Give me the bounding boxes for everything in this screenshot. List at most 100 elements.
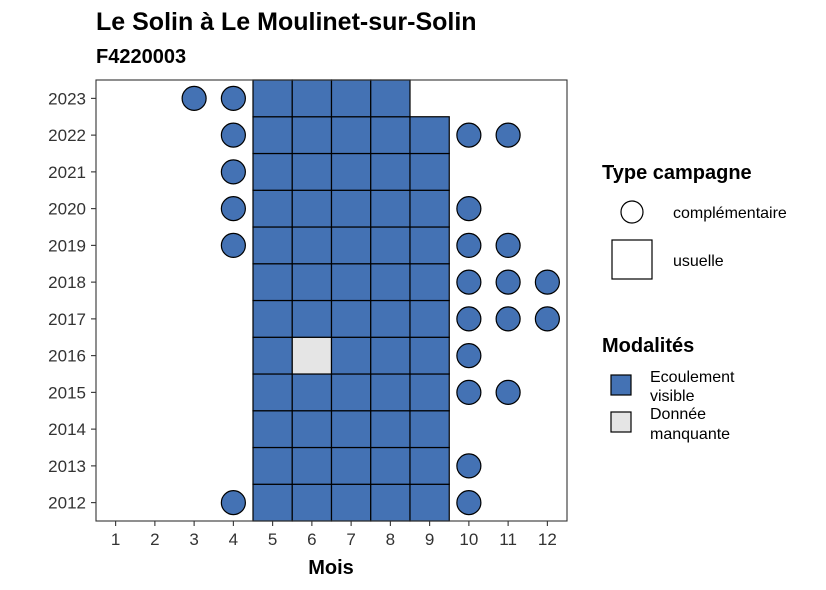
plot-marks xyxy=(181,79,560,522)
cell-usuelle-2015-8 xyxy=(370,373,411,412)
cell-usuelle-2023-8 xyxy=(370,79,411,118)
legend-type: Type campagne complémentaire usuelle xyxy=(602,162,787,280)
cell-usuelle-2020-7 xyxy=(330,189,372,228)
y-tick-label: 2021 xyxy=(48,163,86,182)
point-complementaire-2020-10 xyxy=(456,196,482,222)
cell-usuelle-2017-6 xyxy=(291,299,333,338)
x-tick-label: 8 xyxy=(386,530,395,549)
x-tick-label: 2 xyxy=(150,530,159,549)
cell-usuelle-2019-8 xyxy=(370,226,411,265)
cell-usuelle-2023-5 xyxy=(252,79,293,118)
cell-usuelle-2015-7 xyxy=(330,373,372,412)
cell-usuelle-2021-7 xyxy=(330,152,372,191)
legend-modalites-title: Modalités xyxy=(602,335,694,357)
point-complementaire-2018-11 xyxy=(495,269,521,295)
point-complementaire-2017-10 xyxy=(456,306,482,332)
x-tick-label: 5 xyxy=(268,530,277,549)
legend-type-label-complementaire: complémentaire xyxy=(673,205,787,222)
cell-usuelle-2018-8 xyxy=(370,263,411,302)
y-tick-label: 2023 xyxy=(48,89,86,108)
cell-usuelle-2016-5 xyxy=(252,336,293,375)
cell-usuelle-2016-8 xyxy=(370,336,411,375)
legend-label-manquante-2: manquante xyxy=(650,426,730,443)
cell-usuelle-2013-6 xyxy=(291,446,333,485)
point-complementaire-2023-4 xyxy=(220,85,246,111)
cell-usuelle-2021-5 xyxy=(252,152,293,191)
x-tick-label: 1 xyxy=(111,530,120,549)
cell-usuelle-2019-7 xyxy=(330,226,372,265)
cell-usuelle-2012-9 xyxy=(409,483,450,522)
cell-usuelle-2018-9 xyxy=(409,263,450,302)
plot-border xyxy=(95,79,568,522)
cell-usuelle-2015-6 xyxy=(291,373,333,412)
cell-usuelle-2019-6 xyxy=(291,226,333,265)
cell-usuelle-2013-7 xyxy=(330,446,372,485)
cell-usuelle-2012-6 xyxy=(291,483,333,522)
legend-modalites: Modalités Ecoulement visible Donnée manq… xyxy=(602,335,735,443)
cell-usuelle-2023-6 xyxy=(291,79,333,118)
cell-usuelle-2022-6 xyxy=(291,116,333,155)
cell-usuelle-2014-9 xyxy=(409,410,450,449)
cell-usuelle-2012-8 xyxy=(370,483,411,522)
cell-usuelle-2019-9 xyxy=(409,226,450,265)
cell-usuelle-2016-9 xyxy=(409,336,450,375)
x-tick-label: 7 xyxy=(346,530,355,549)
cell-usuelle-2015-9 xyxy=(409,373,450,412)
cell-usuelle-2013-5 xyxy=(252,446,293,485)
y-tick-label: 2019 xyxy=(48,236,86,255)
cell-usuelle-2016-6 xyxy=(291,336,333,375)
x-tick-label: 11 xyxy=(499,530,517,549)
chart-subtitle: F4220003 xyxy=(96,46,186,68)
cell-usuelle-2022-9 xyxy=(409,116,450,155)
cell-usuelle-2014-8 xyxy=(370,410,411,449)
cell-usuelle-2014-6 xyxy=(291,410,333,449)
cell-usuelle-2020-6 xyxy=(291,189,333,228)
cell-usuelle-2022-5 xyxy=(252,116,293,155)
legend-label-manquante-1: Donnée xyxy=(650,406,706,423)
y-tick-label: 2022 xyxy=(48,126,86,145)
cell-usuelle-2020-9 xyxy=(409,189,450,228)
y-tick-label: 2017 xyxy=(48,310,86,329)
point-complementaire-2015-11 xyxy=(495,379,521,405)
cell-usuelle-2021-8 xyxy=(370,152,411,191)
cell-usuelle-2021-6 xyxy=(291,152,333,191)
cell-usuelle-2017-9 xyxy=(409,299,450,338)
point-complementaire-2012-10 xyxy=(456,490,482,516)
cell-usuelle-2013-9 xyxy=(409,446,450,485)
point-complementaire-2020-4 xyxy=(220,196,246,222)
y-tick-label: 2013 xyxy=(48,457,86,476)
cell-usuelle-2018-5 xyxy=(252,263,293,302)
x-tick-label: 12 xyxy=(538,530,557,549)
cell-usuelle-2022-8 xyxy=(370,116,411,155)
point-complementaire-2022-4 xyxy=(220,122,246,148)
cell-usuelle-2021-9 xyxy=(409,152,450,191)
legend-swatch-ecoulement xyxy=(610,374,632,396)
y-tick-label: 2014 xyxy=(48,420,86,439)
x-tick-label: 9 xyxy=(425,530,434,549)
point-complementaire-2019-10 xyxy=(456,232,482,258)
x-tick-label: 4 xyxy=(229,530,238,549)
cell-usuelle-2020-8 xyxy=(370,189,411,228)
legend-circle-icon xyxy=(620,200,644,224)
point-complementaire-2017-11 xyxy=(495,306,521,332)
cell-usuelle-2023-7 xyxy=(330,79,372,118)
cell-usuelle-2017-7 xyxy=(330,299,372,338)
point-complementaire-2016-10 xyxy=(456,343,482,369)
point-complementaire-2021-4 xyxy=(220,159,246,185)
cell-usuelle-2018-7 xyxy=(330,263,372,302)
cell-usuelle-2013-8 xyxy=(370,446,411,485)
cell-usuelle-2018-6 xyxy=(291,263,333,302)
point-complementaire-2015-10 xyxy=(456,379,482,405)
y-tick-label: 2018 xyxy=(48,273,86,292)
legend-square-icon xyxy=(611,239,653,280)
cell-usuelle-2012-5 xyxy=(252,483,293,522)
x-tick-label: 6 xyxy=(307,530,316,549)
cell-usuelle-2012-7 xyxy=(330,483,372,522)
y-tick-label: 2016 xyxy=(48,347,86,366)
point-complementaire-2017-12 xyxy=(534,306,560,332)
x-axis-title: Mois xyxy=(308,557,354,579)
point-complementaire-2018-12 xyxy=(534,269,560,295)
cell-usuelle-2019-5 xyxy=(252,226,293,265)
cell-usuelle-2014-5 xyxy=(252,410,293,449)
y-axis: 2012 2013 2014 2015 2016 2017 2018 2019 2020 2021… xyxy=(48,89,96,513)
